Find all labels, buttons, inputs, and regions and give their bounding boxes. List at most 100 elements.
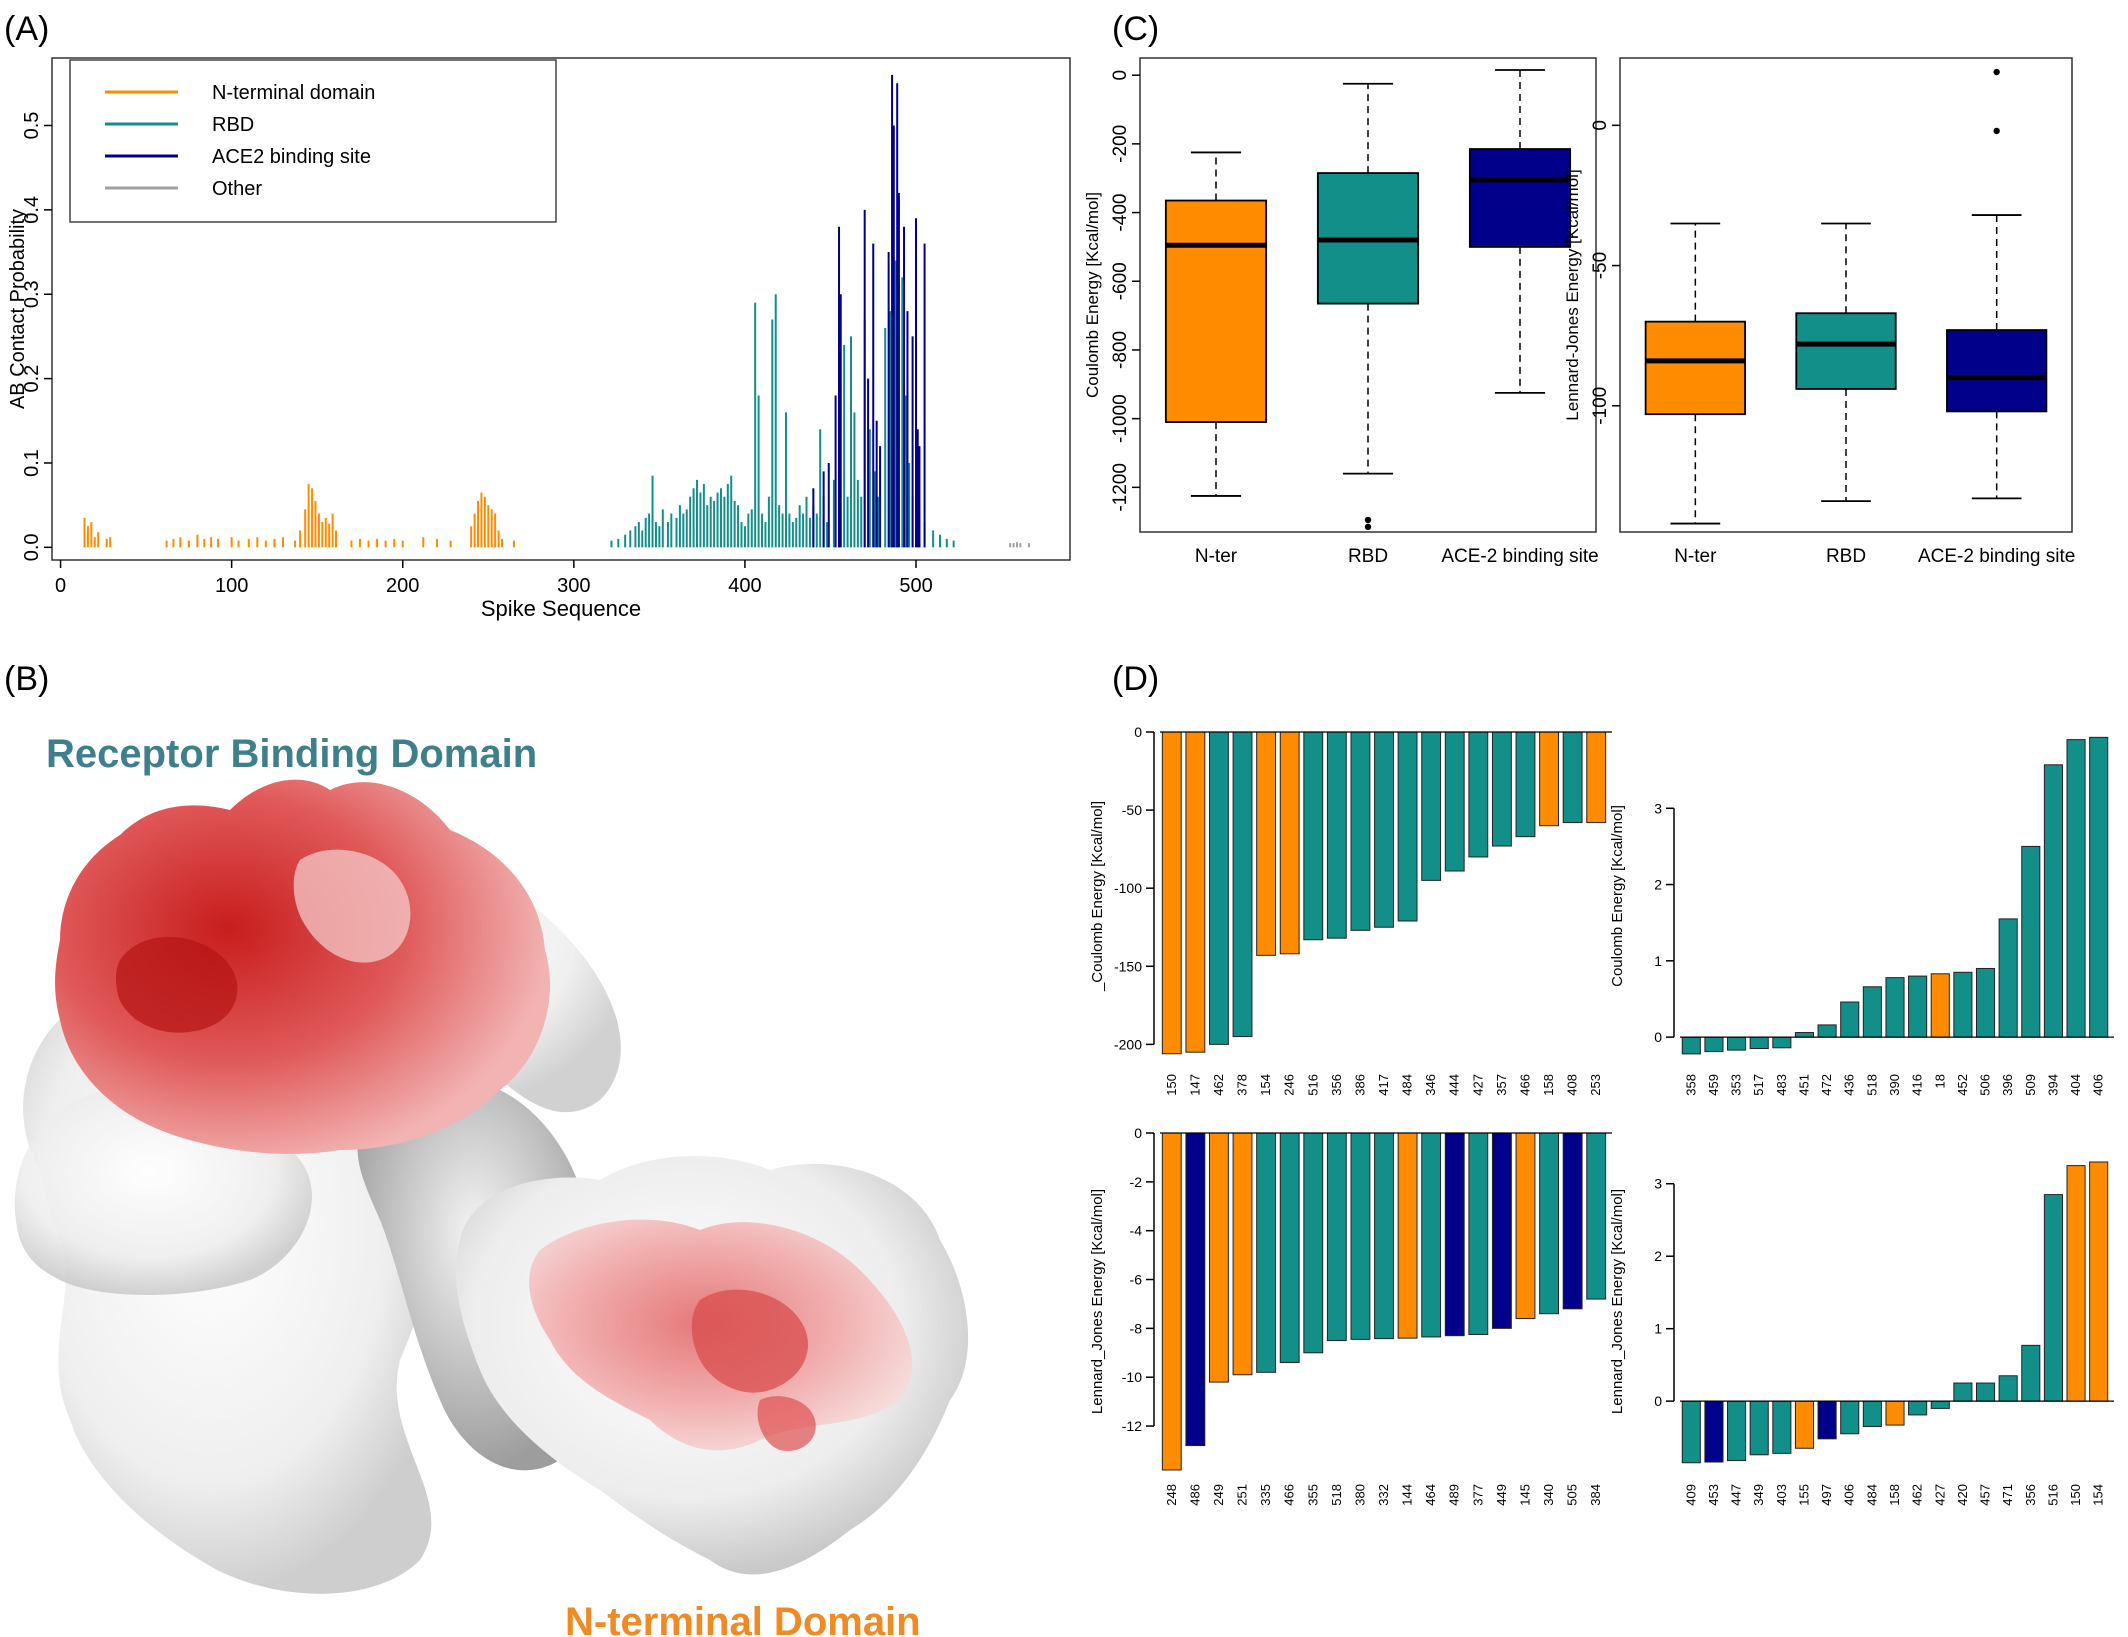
category-label: 155: [1796, 1484, 1811, 1506]
bar: [1232, 731, 1253, 1038]
category-label: 357: [1494, 1074, 1509, 1096]
category-label: 417: [1376, 1074, 1391, 1096]
bar: [1232, 1132, 1253, 1376]
y-tick-label: 0: [1654, 1393, 1662, 1409]
bar: [1421, 1132, 1442, 1338]
category-label: 249: [1211, 1484, 1226, 1506]
y-tick-label: -1000: [1110, 394, 1131, 443]
category-label: 386: [1352, 1074, 1367, 1096]
y-tick-label: 0.3: [21, 280, 43, 308]
category-label: 484: [1400, 1074, 1415, 1096]
x-tick-label: 500: [899, 575, 932, 597]
bar: [2021, 845, 2041, 1038]
category-label: 144: [1400, 1484, 1415, 1506]
y-axis-label: Lennard-Jones Energy [Kcal/mol]: [1563, 169, 1582, 420]
category-label: 464: [1423, 1484, 1438, 1506]
y-tick-label: 0.0: [21, 533, 43, 561]
legend-box: [69, 59, 557, 223]
plot-frame: [1139, 57, 1597, 533]
category-label: 447: [1729, 1484, 1744, 1506]
outlier-point: [1364, 523, 1372, 531]
category-label: 390: [1887, 1074, 1902, 1096]
y-tick-label: 0.4: [21, 196, 43, 224]
bar: [1374, 1132, 1394, 1340]
category-label: 358: [1683, 1074, 1698, 1096]
x-tick-label: 400: [728, 575, 761, 597]
x-tick-label: 200: [386, 575, 419, 597]
category-label: 147: [1187, 1074, 1202, 1096]
bar: [1998, 1375, 2018, 1402]
protein-surface-illustration: [14, 779, 969, 1594]
bar: [1772, 1036, 1792, 1049]
bar: [1817, 1024, 1837, 1038]
category-label: 472: [1819, 1074, 1834, 1096]
bar: [1279, 731, 1300, 955]
category-label: 145: [1517, 1484, 1532, 1506]
category-label: 452: [1955, 1074, 1970, 1096]
y-tick-label: -50: [1122, 802, 1142, 818]
bar: [1749, 1400, 1769, 1456]
bar: [1975, 1382, 1996, 1402]
y-tick-label: -2: [1130, 1174, 1143, 1190]
y-tick-label: -6: [1130, 1272, 1143, 1288]
category-label: 158: [1541, 1074, 1556, 1096]
category-label: 420: [1955, 1484, 1970, 1506]
bar: [1491, 1132, 1512, 1329]
bar: [1350, 731, 1371, 931]
category-label: 248: [1164, 1484, 1179, 1506]
category-label: 335: [1258, 1484, 1273, 1506]
category-label: 416: [1910, 1074, 1925, 1096]
bar: [1350, 1132, 1371, 1340]
coulomb-positive-bar-chart: 0 1 2 3 358 459 353 517 483 451 472 436 518 390 416 18 4…: [1609, 736, 2114, 1096]
bar: [2043, 764, 2063, 1038]
category-label: 466: [1517, 1074, 1532, 1096]
receptor-binding-domain-core: [115, 936, 238, 1033]
bar: [1256, 731, 1277, 956]
bar: [1953, 971, 1973, 1038]
bar: [1515, 731, 1536, 838]
bar: [2066, 739, 2086, 1038]
y-tick-label: 0.2: [21, 365, 43, 393]
y-tick-label: 3: [1654, 800, 1662, 816]
bar: [1727, 1036, 1747, 1051]
category-label: 427: [1470, 1074, 1485, 1096]
bar: [1885, 977, 1905, 1038]
category-label: 516: [1305, 1074, 1320, 1096]
category-label: 489: [1447, 1484, 1462, 1506]
bar: [2043, 1194, 2063, 1402]
category-label: 457: [1978, 1484, 1993, 1506]
category-label: 449: [1494, 1484, 1509, 1506]
bar: [1727, 1400, 1747, 1462]
category-label: 409: [1683, 1484, 1698, 1506]
legend-entry: ACE2 binding site: [212, 146, 371, 168]
category-label: N-ter: [1674, 546, 1717, 567]
category-label: 349: [1751, 1484, 1766, 1506]
box: [1946, 329, 2048, 413]
box: [1795, 312, 1897, 390]
y-tick-label: 0.5: [21, 112, 43, 140]
box: [1468, 148, 1572, 248]
bar: [1279, 1132, 1300, 1364]
bar: [1704, 1036, 1724, 1053]
y-tick-label: 2: [1654, 877, 1662, 893]
y-axis-label: AB Contact Probability: [7, 209, 29, 409]
panel-d-label: (D): [1112, 660, 1159, 698]
category-label: 518: [1864, 1074, 1879, 1096]
bar: [1908, 1400, 1928, 1416]
y-tick-label: -10: [1122, 1369, 1142, 1385]
y-tick-label: -100: [1590, 387, 1611, 425]
category-label: 356: [1329, 1074, 1344, 1096]
bar: [1397, 731, 1418, 922]
category-label: 378: [1235, 1074, 1250, 1096]
bar: [2089, 1161, 2109, 1402]
y-tick-label: -4: [1130, 1223, 1143, 1239]
bar: [1421, 731, 1442, 881]
category-label: 509: [2023, 1074, 2038, 1096]
category-label: 396: [2000, 1074, 2015, 1096]
receptor-binding-domain-highlight: [293, 849, 411, 963]
receptor-binding-domain-title: Receptor Binding Domain: [46, 732, 537, 776]
category-label: 462: [1910, 1484, 1925, 1506]
category-label: 251: [1235, 1484, 1250, 1506]
legend-entry: N-terminal domain: [212, 82, 375, 104]
